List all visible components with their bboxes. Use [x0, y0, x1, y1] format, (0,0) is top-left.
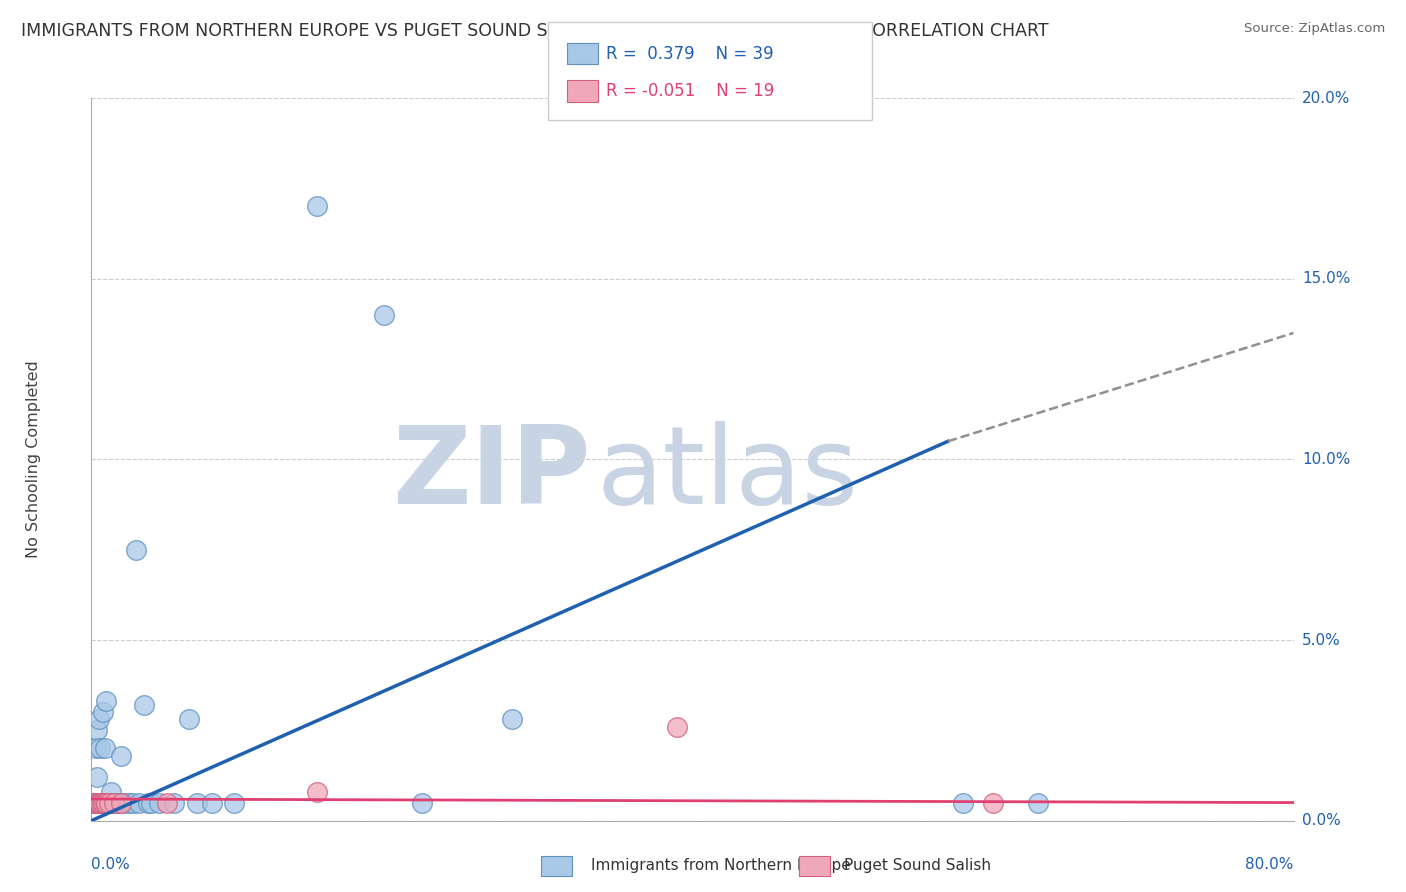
- Point: [96, 796, 118, 810]
- Point: [148, 796, 170, 810]
- Point: [87, 713, 110, 727]
- Point: [501, 713, 523, 727]
- Point: [89, 741, 111, 756]
- Point: [87, 796, 110, 810]
- Text: 10.0%: 10.0%: [1302, 452, 1350, 467]
- Text: 0.0%: 0.0%: [1302, 814, 1340, 828]
- Point: [94, 741, 117, 756]
- Text: 0.0%: 0.0%: [91, 856, 131, 871]
- Point: [132, 698, 155, 712]
- Point: [138, 796, 160, 810]
- Point: [84, 741, 107, 756]
- Point: [122, 796, 145, 810]
- Text: Source: ZipAtlas.com: Source: ZipAtlas.com: [1244, 22, 1385, 36]
- Text: atlas: atlas: [596, 421, 858, 527]
- Text: Puget Sound Salish: Puget Sound Salish: [844, 858, 991, 872]
- Point: [93, 796, 115, 810]
- Point: [125, 542, 148, 557]
- Point: [114, 796, 136, 810]
- Point: [107, 796, 129, 810]
- Point: [118, 796, 141, 810]
- Point: [90, 796, 112, 810]
- Text: 80.0%: 80.0%: [1246, 856, 1294, 871]
- Point: [305, 785, 328, 799]
- Point: [83, 796, 105, 810]
- Point: [90, 796, 112, 810]
- Point: [141, 796, 163, 810]
- Text: R =  0.379    N = 39: R = 0.379 N = 39: [606, 45, 773, 62]
- Point: [94, 796, 117, 810]
- Point: [155, 796, 177, 810]
- Point: [1026, 796, 1049, 810]
- Point: [98, 796, 121, 810]
- Point: [373, 308, 395, 322]
- Point: [97, 796, 120, 810]
- Point: [96, 694, 118, 708]
- Text: 20.0%: 20.0%: [1302, 91, 1350, 105]
- Point: [86, 723, 108, 738]
- Text: IMMIGRANTS FROM NORTHERN EUROPE VS PUGET SOUND SALISH NO SCHOOLING COMPLETED COR: IMMIGRANTS FROM NORTHERN EUROPE VS PUGET…: [21, 22, 1049, 40]
- Text: ZIP: ZIP: [392, 421, 591, 527]
- Point: [98, 796, 121, 810]
- Point: [666, 720, 689, 734]
- Point: [103, 796, 125, 810]
- Point: [103, 796, 125, 810]
- Point: [84, 796, 107, 810]
- Point: [82, 796, 104, 810]
- Text: 15.0%: 15.0%: [1302, 271, 1350, 286]
- Point: [84, 796, 107, 810]
- Text: R = -0.051    N = 19: R = -0.051 N = 19: [606, 82, 775, 100]
- Point: [952, 796, 974, 810]
- Point: [104, 796, 127, 810]
- Point: [89, 796, 111, 810]
- Point: [411, 796, 433, 810]
- Point: [94, 796, 117, 810]
- Point: [177, 713, 200, 727]
- Point: [86, 796, 108, 810]
- Point: [93, 705, 115, 719]
- Point: [100, 785, 122, 799]
- Text: No Schooling Completed: No Schooling Completed: [27, 360, 41, 558]
- Point: [87, 796, 110, 810]
- Point: [201, 796, 224, 810]
- Point: [186, 796, 208, 810]
- Point: [110, 796, 132, 810]
- Point: [224, 796, 246, 810]
- Point: [110, 748, 132, 763]
- Point: [128, 796, 150, 810]
- Point: [89, 796, 111, 810]
- Text: 5.0%: 5.0%: [1302, 632, 1340, 648]
- Point: [305, 199, 328, 213]
- Point: [87, 796, 110, 810]
- Point: [86, 770, 108, 784]
- Text: Immigrants from Northern Europe: Immigrants from Northern Europe: [591, 858, 851, 872]
- Point: [981, 796, 1004, 810]
- Point: [163, 796, 186, 810]
